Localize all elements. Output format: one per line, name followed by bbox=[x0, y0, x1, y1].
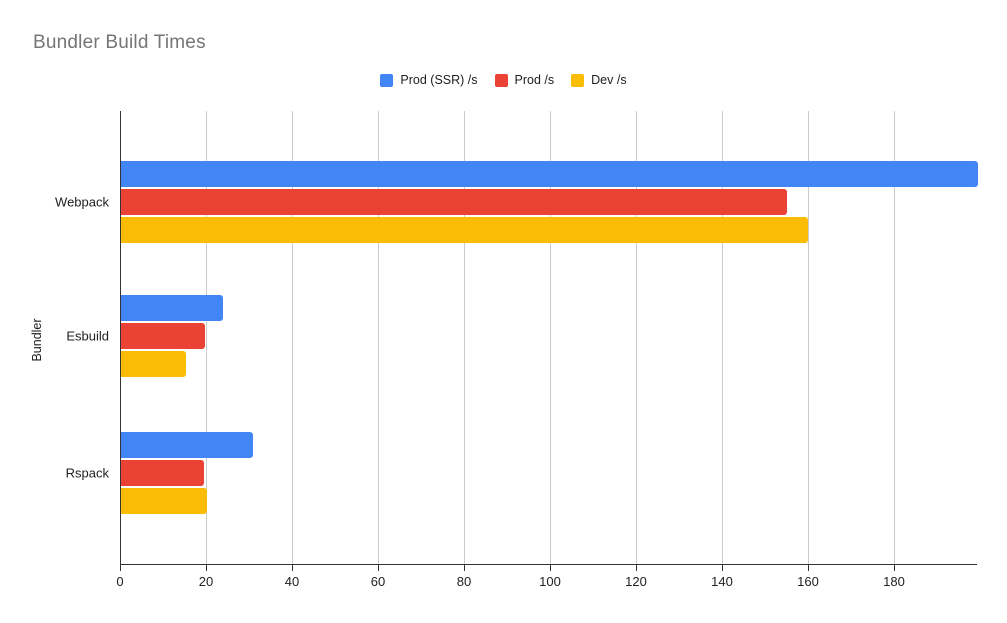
x-tick-160 bbox=[808, 565, 809, 571]
plot-area: 0 20 40 60 80 100 120 140 160 180 Webpack Esbuild Rs… bbox=[55, 111, 978, 589]
bar-esbuild-prod-s[interactable] bbox=[121, 323, 205, 349]
x-tick-0 bbox=[120, 565, 121, 571]
x-tick-180 bbox=[894, 565, 895, 571]
category-label-esbuild: Esbuild bbox=[66, 328, 109, 344]
legend-item-dev-s[interactable]: Dev /s bbox=[571, 73, 627, 87]
x-tick-label-20: 20 bbox=[198, 574, 214, 589]
x-tick-20 bbox=[206, 565, 207, 571]
bar-esbuild-prod-ssr-s[interactable] bbox=[121, 295, 224, 321]
y-axis-line bbox=[120, 111, 121, 565]
x-tick-60 bbox=[378, 565, 379, 571]
bar-group-rspack bbox=[121, 432, 977, 516]
gridline-100 bbox=[550, 111, 551, 565]
x-tick-label-80: 80 bbox=[456, 574, 472, 589]
x-tick-label-100: 100 bbox=[539, 574, 561, 589]
x-tick-label-180: 180 bbox=[883, 574, 905, 589]
legend-item-prod-ssr-s[interactable]: Prod (SSR) /s bbox=[380, 73, 478, 87]
legend-swatch-prod-s bbox=[494, 73, 508, 87]
category-label-rspack: Rspack bbox=[65, 465, 109, 481]
legend-label: Prod /s bbox=[514, 73, 555, 87]
bar-webpack-prod-ssr-s[interactable] bbox=[121, 161, 978, 187]
gridline-160 bbox=[808, 111, 809, 565]
x-tick-label-60: 60 bbox=[370, 574, 386, 589]
y-axis-title: Bundler bbox=[30, 318, 44, 362]
bar-webpack-prod-s[interactable] bbox=[121, 189, 788, 215]
bar-rspack-dev-s[interactable] bbox=[121, 488, 207, 514]
bar-rspack-prod-s[interactable] bbox=[121, 460, 204, 486]
gridline-120 bbox=[636, 111, 637, 565]
bar-webpack-dev-s[interactable] bbox=[121, 217, 808, 243]
legend-swatch-dev-s bbox=[571, 73, 585, 87]
legend-swatch-prod-ssr-s bbox=[380, 73, 394, 87]
gridline-40 bbox=[292, 111, 293, 565]
bar-group-esbuild bbox=[121, 295, 977, 379]
gridline-180 bbox=[894, 111, 895, 565]
x-tick-120 bbox=[636, 565, 637, 571]
x-tick-100 bbox=[550, 565, 551, 571]
chart-title: Bundler Build Times bbox=[33, 32, 206, 53]
legend: Prod (SSR) /s Prod /s Dev /s bbox=[0, 73, 1007, 87]
x-tick-label-0: 0 bbox=[116, 574, 124, 589]
gridline-140 bbox=[722, 111, 723, 565]
bar-esbuild-dev-s[interactable] bbox=[121, 351, 186, 377]
x-tick-label-140: 140 bbox=[711, 574, 733, 589]
bar-group-webpack bbox=[121, 161, 978, 245]
x-tick-40 bbox=[292, 565, 293, 571]
x-tick-label-120: 120 bbox=[625, 574, 647, 589]
x-tick-label-40: 40 bbox=[284, 574, 300, 589]
gridline-60 bbox=[378, 111, 379, 565]
x-axis-line bbox=[120, 564, 977, 565]
category-label-webpack: Webpack bbox=[55, 194, 109, 210]
x-tick-140 bbox=[722, 565, 723, 571]
bar-rspack-prod-ssr-s[interactable] bbox=[121, 432, 254, 458]
x-tick-80 bbox=[464, 565, 465, 571]
x-tick-label-160: 160 bbox=[797, 574, 819, 589]
legend-label: Dev /s bbox=[591, 73, 627, 87]
gridline-80 bbox=[464, 111, 465, 565]
legend-item-prod-s[interactable]: Prod /s bbox=[494, 73, 555, 87]
legend-label: Prod (SSR) /s bbox=[400, 73, 478, 87]
gridline-20 bbox=[206, 111, 207, 565]
